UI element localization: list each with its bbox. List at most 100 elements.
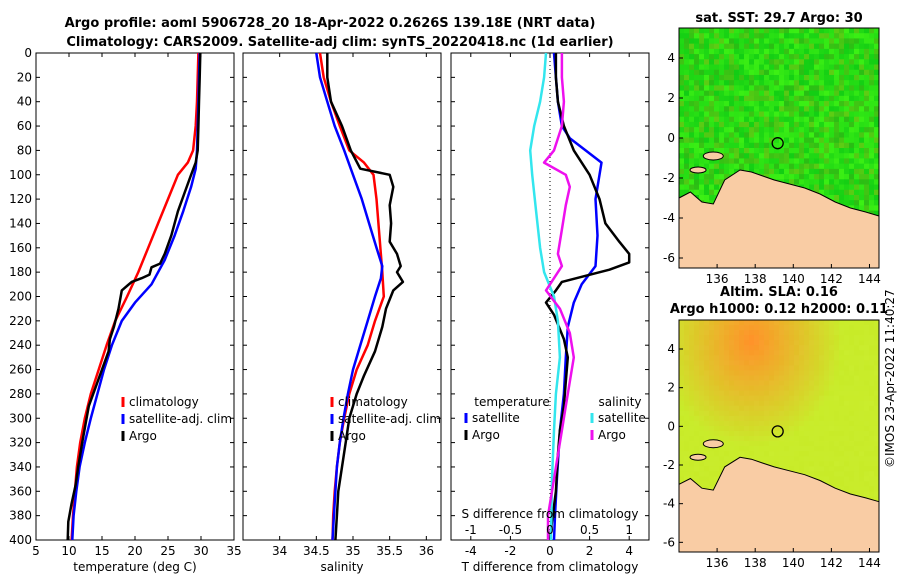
y-tick-label: 40 — [17, 95, 32, 109]
x-tick-label: 142 — [820, 556, 843, 570]
series-line-argo-s — [542, 53, 576, 540]
map-frame — [678, 27, 880, 269]
series-line-argo — [326, 53, 405, 541]
y-tick-label: 380 — [9, 509, 32, 523]
axes-frame — [35, 52, 235, 541]
map-frame — [678, 319, 880, 553]
legend-entry: satellite — [598, 411, 646, 425]
x-tick-label: 15 — [94, 544, 109, 558]
top-x-tick-label: -1 — [465, 523, 477, 537]
x-axis-label: temperature (deg C) — [73, 560, 196, 574]
x-tick-label: 4 — [625, 544, 633, 558]
argo-position-marker — [771, 425, 784, 438]
x-tick-label: 35.5 — [376, 544, 403, 558]
x-tick-label: 35 — [226, 544, 241, 558]
y-tick-label: 400 — [9, 533, 32, 547]
argo-position-marker — [771, 137, 784, 150]
y-tick-label: 240 — [9, 338, 32, 352]
legend-entry: satellite — [472, 411, 520, 425]
y-tick-label: 4 — [667, 342, 675, 356]
x-tick-label: 34 — [272, 544, 287, 558]
series-line-argo-t — [544, 53, 631, 541]
x-axis-label: T difference from climatology — [461, 560, 639, 574]
island-yapen — [689, 453, 707, 461]
y-tick-label: 0 — [24, 46, 32, 60]
x-tick-label: 30 — [193, 544, 208, 558]
y-tick-label: 2 — [667, 381, 675, 395]
timestamp-label: ©IMOS 23-Apr-2022 11:40:27 — [883, 289, 897, 468]
figure-title-line1: Argo profile: aoml 5906728_20 18-Apr-202… — [65, 16, 596, 31]
x-tick-label: -4 — [465, 544, 477, 558]
island-biak — [702, 439, 724, 449]
y-tick-label: 320 — [9, 436, 32, 450]
difference-panel: -4 -2 0 2 4 T difference from climatology S di… — [450, 52, 650, 574]
x-tick-label: 140 — [782, 556, 805, 570]
y-tick-label: 360 — [9, 484, 32, 498]
series-line-satellite-s — [528, 52, 562, 541]
legend-header-temperature: temperature — [474, 395, 549, 409]
y-tick-label: 220 — [9, 314, 32, 328]
sst-map-title: sat. SST: 29.7 Argo: 30 — [695, 11, 862, 26]
x-tick-label: 138 — [744, 556, 767, 570]
y-tick-label: 180 — [9, 265, 32, 279]
temperature-panel: 0 20 40 60 80 100 120 140 160 180 200 220 240 260 280 3… — [9, 46, 242, 574]
x-tick-label: 0 — [546, 544, 554, 558]
legend-entry: satellite-adj. clim — [338, 412, 441, 426]
top-x-tick-label: 0.5 — [580, 523, 599, 537]
x-tick-label: 140 — [782, 272, 805, 286]
x-tick-label: 142 — [820, 272, 843, 286]
top-x-tick-label: -0.5 — [499, 523, 522, 537]
series-line-satellite-adj-clim — [315, 52, 384, 541]
x-tick-label: 136 — [706, 272, 729, 286]
y-tick-label: 300 — [9, 411, 32, 425]
y-tick-label: 200 — [9, 290, 32, 304]
y-tick-label: 60 — [17, 119, 32, 133]
y-tick-label: 100 — [9, 168, 32, 182]
x-tick-label: 138 — [744, 272, 767, 286]
y-tick-label: 120 — [9, 192, 32, 206]
y-tick-label: 340 — [9, 460, 32, 474]
y-tick-label: -6 — [663, 251, 675, 265]
legend-entry: Argo — [472, 428, 500, 442]
y-tick-label: -4 — [663, 211, 675, 225]
y-tick-label: 0 — [667, 419, 675, 433]
y-tick-label: 0 — [667, 131, 675, 145]
x-tick-label: 144 — [858, 272, 881, 286]
y-tick-label: -2 — [663, 171, 675, 185]
y-tick-label: 280 — [9, 387, 32, 401]
x-tick-label: 20 — [127, 544, 142, 558]
sla-map-title-line1: Altim. SLA: 0.16 — [720, 285, 838, 300]
x-tick-label: 36 — [419, 544, 434, 558]
y-tick-label: 140 — [9, 216, 32, 230]
legend-entry: climatology — [129, 395, 199, 409]
top-x-tick-label: 0 — [546, 523, 554, 537]
salinity-panel: 34 34.5 35 35.5 36 salinity climatology satelli… — [242, 52, 442, 574]
y-tick-label: -2 — [663, 458, 675, 472]
x-tick-label: 35 — [345, 544, 360, 558]
y-tick-label: 20 — [17, 70, 32, 84]
legend-entry: climatology — [338, 395, 408, 409]
island-yapen — [689, 166, 707, 174]
y-tick-label: 80 — [17, 143, 32, 157]
y-tick-label: -4 — [663, 497, 675, 511]
y-tick-label: 4 — [667, 51, 675, 65]
x-tick-label: 10 — [61, 544, 76, 558]
series-line-argo — [66, 52, 202, 541]
x-tick-label: 34.5 — [303, 544, 330, 558]
y-tick-label: 160 — [9, 241, 32, 255]
legend-entry: Argo — [129, 429, 157, 443]
x-tick-label: 136 — [706, 556, 729, 570]
top-x-axis-label: S difference from climatology — [462, 507, 639, 521]
x-tick-label: -2 — [504, 544, 516, 558]
x-tick-label: 5 — [32, 544, 40, 558]
y-tick-label: 2 — [667, 91, 675, 105]
y-tick-label: 260 — [9, 363, 32, 377]
x-tick-label: 144 — [858, 556, 881, 570]
x-tick-label: 2 — [586, 544, 594, 558]
legend-entry: satellite-adj. clim — [129, 412, 232, 426]
legend-entry: Argo — [338, 429, 366, 443]
figure-title-line2: Climatology: CARS2009. Satellite-adj cli… — [66, 35, 613, 50]
sst-map: 136 138 140 142 144 4 2 0 -2 -4 -6 — [663, 27, 881, 286]
sla-map-title-line2: Argo h1000: 0.12 h2000: 0.11 — [670, 302, 888, 317]
